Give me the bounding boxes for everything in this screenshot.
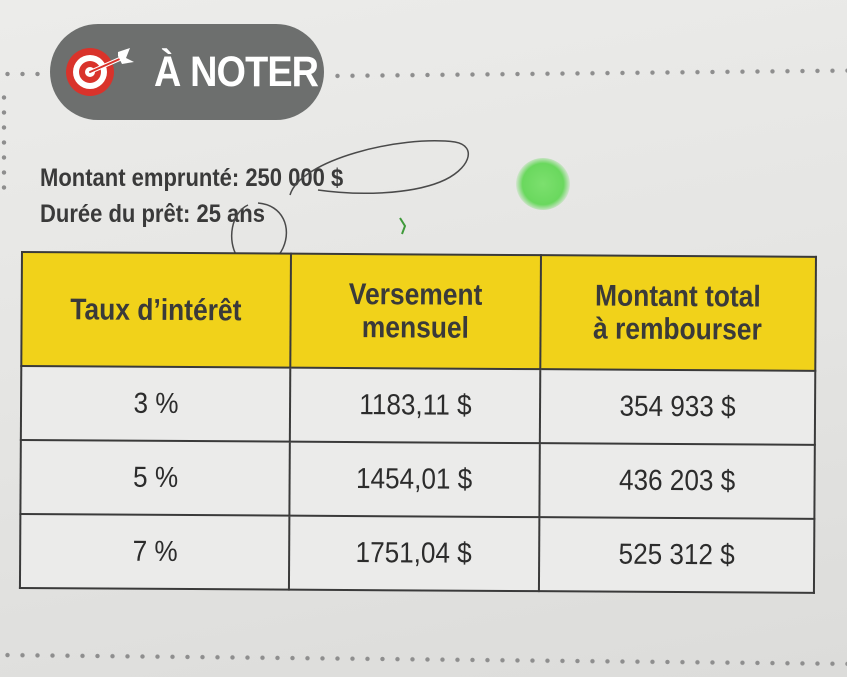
header-label: Taux d’intérêt [70,292,242,327]
target-icon [66,48,134,96]
header-interest-rate: Taux d’intérêt [21,252,292,368]
header-label: Montant total [595,279,761,314]
monthly-payment-cell: 1751,04 $ [289,515,539,592]
highlighter-mark [516,158,570,210]
header-label: Versement [348,278,483,312]
total-cell: 525 312 $ [538,517,815,593]
header-monthly-payment: Versement mensuel [290,253,541,370]
header-total-repayment: Montant total à rembourser [539,255,816,371]
cell-value: 354 933 $ [619,390,736,423]
total-cell: 354 933 $ [539,369,816,445]
header-label: à rembourser [593,312,763,347]
table-row: 7 % 1751,04 $ 525 312 $ [19,514,815,593]
dotted-rule-left [0,71,48,77]
loan-amount-line: Montant emprunté: 250 000 $ [40,164,344,192]
monthly-payment-cell: 1183,11 $ [289,367,540,444]
rate-cell: 3 % [20,366,291,442]
dotted-rule-margin [1,90,7,200]
monthly-payment-cell: 1454,01 $ [289,441,540,518]
table-header-row: Taux d’intérêt Versement mensuel Montant… [21,252,816,371]
cell-value: 3 % [133,387,179,420]
header-label: mensuel [361,311,470,345]
cell-value: 1454,01 $ [356,462,473,496]
table-row: 5 % 1454,01 $ 436 203 $ [20,440,815,519]
cell-value: 1183,11 $ [358,388,472,422]
cell-value: 5 % [132,461,178,494]
cell-value: 525 312 $ [618,538,735,571]
loan-duration-line: Durée du prêt: 25 ans [40,200,265,228]
banner-title: À NOTER [154,48,319,96]
rate-cell: 5 % [20,440,290,516]
cell-value: 7 % [132,535,178,568]
cell-value: 1751,04 $ [355,536,473,570]
table-row: 3 % 1183,11 $ 354 933 $ [20,366,816,445]
note-banner: À NOTER [50,24,324,120]
loan-rates-table: Taux d’intérêt Versement mensuel Montant… [19,251,817,594]
rate-cell: 7 % [19,514,290,590]
total-cell: 436 203 $ [538,443,815,519]
cell-value: 436 203 $ [618,464,736,497]
